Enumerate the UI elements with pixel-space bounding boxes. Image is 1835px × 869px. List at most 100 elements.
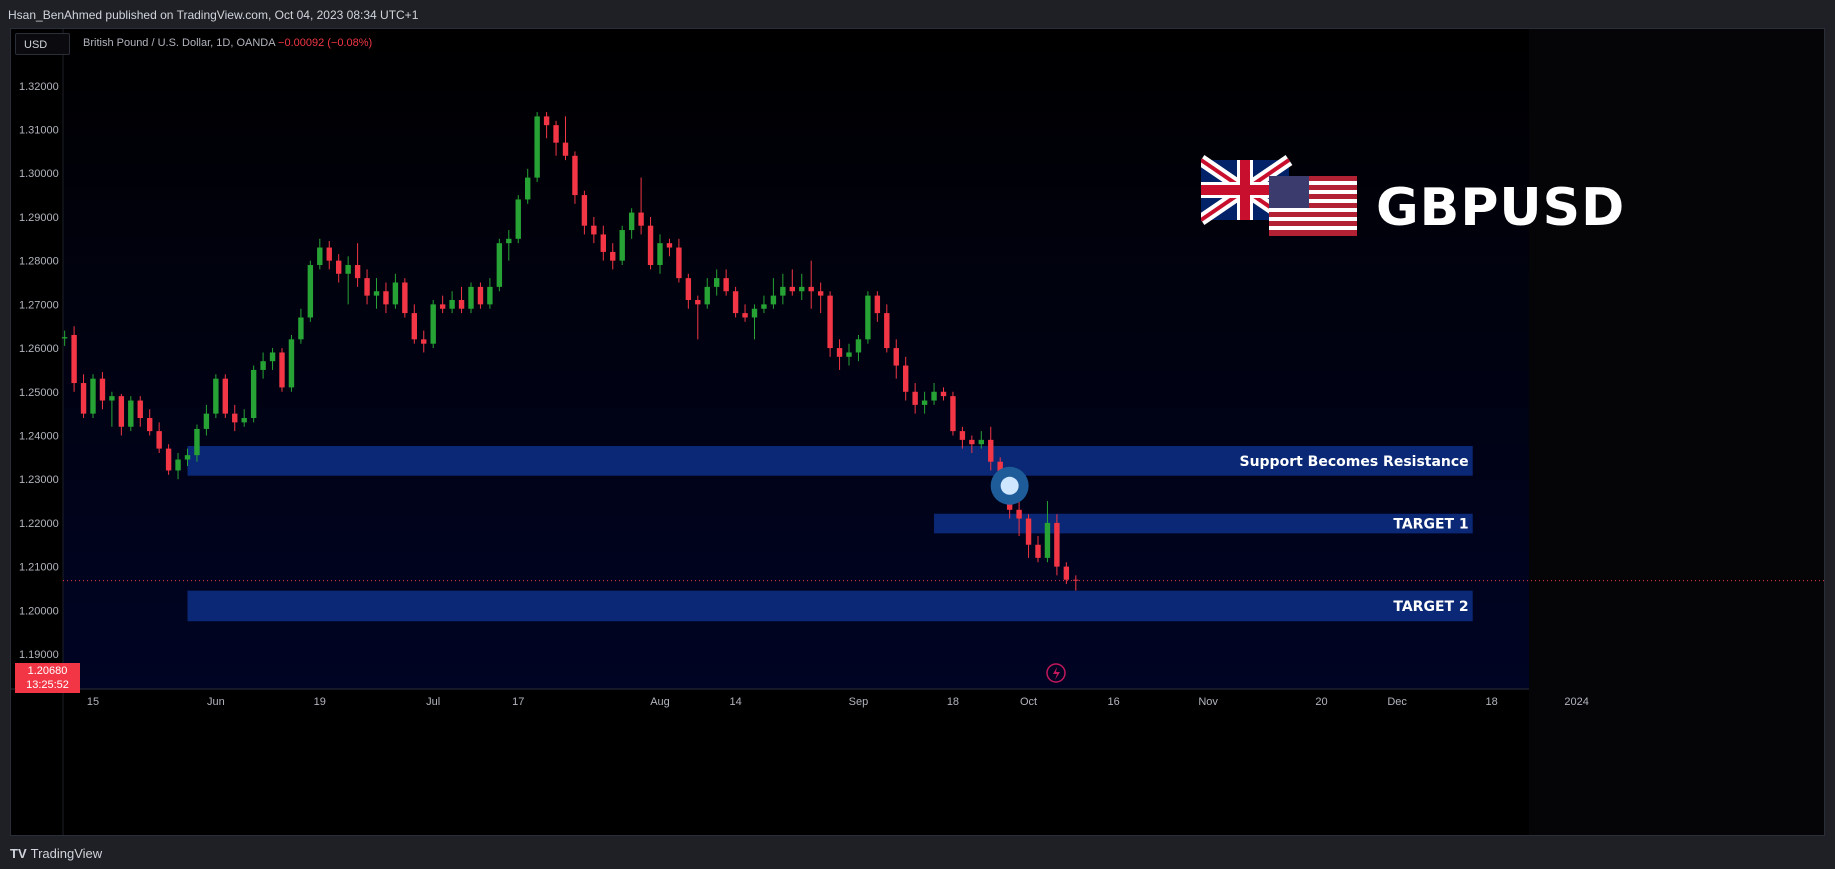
- candle-body-down: [610, 251, 616, 261]
- candle-body-up: [109, 396, 115, 401]
- candle-body-down: [808, 286, 814, 292]
- x-tick-label: 15: [87, 696, 99, 708]
- brand-logo: GBPUSD: [1197, 154, 1624, 249]
- candle-body-up: [373, 291, 380, 296]
- candle-body-down: [959, 431, 966, 440]
- candle-body-up: [90, 378, 96, 414]
- symbol-description: British Pound / U.S. Dollar, 1D, OANDA: [83, 37, 275, 49]
- candle-body-down: [1025, 518, 1032, 545]
- candle-body-down: [165, 448, 172, 471]
- x-tick-label: 14: [729, 696, 741, 708]
- candle-body-up: [307, 265, 314, 318]
- candle-body-down: [1063, 566, 1070, 580]
- lightning-bolt-icon: [1053, 667, 1060, 680]
- candle-body-down: [695, 299, 701, 305]
- y-tick-label: 1.20000: [19, 605, 59, 617]
- x-tick-label: 18: [1485, 696, 1497, 708]
- candle-body-up: [298, 317, 304, 340]
- candle-body-up: [345, 265, 351, 274]
- candle-body-down: [137, 400, 143, 419]
- candle-body-up: [921, 400, 928, 405]
- candle-body-down: [789, 286, 795, 292]
- candle-body-down: [817, 291, 824, 296]
- candle-body-up: [657, 243, 663, 266]
- candle-body-down: [232, 413, 238, 423]
- candle-body-up: [506, 238, 512, 244]
- candle-body-down: [411, 313, 417, 340]
- x-tick-label: Aug: [650, 696, 670, 708]
- x-tick-label: Dec: [1387, 696, 1407, 708]
- x-tick-label: 20: [1315, 696, 1327, 708]
- tradingview-logo[interactable]: TV TradingView: [10, 846, 102, 861]
- candle-body-up: [288, 339, 295, 388]
- candle-body-down: [676, 247, 682, 279]
- candle-body-down: [543, 116, 550, 126]
- x-tick-label: 2024: [1564, 696, 1588, 708]
- y-tick-label: 1.30000: [19, 168, 59, 180]
- candle-body-down: [477, 286, 484, 305]
- candle-body-down: [638, 212, 644, 226]
- candle-body-up: [780, 286, 786, 296]
- currency-button[interactable]: USD: [15, 33, 70, 55]
- zone-label: Support Becomes Resistance: [1239, 454, 1468, 470]
- candle-body-up: [1044, 522, 1051, 558]
- chart-pane[interactable]: 1.32000 1.31000 1.30000 1.29000 1.28000 1.270…: [10, 28, 1825, 836]
- x-tick-label: Sep: [849, 696, 869, 708]
- candle-body-down: [647, 225, 654, 266]
- us-flag-icon: [1269, 176, 1357, 236]
- candle-body-up: [203, 413, 210, 429]
- candle-body-up: [213, 378, 219, 414]
- candle-body-down: [222, 378, 228, 414]
- candle-body-down: [562, 142, 569, 156]
- price-change: −0.00092 (−0.08%): [278, 37, 373, 49]
- candle-body-up: [184, 455, 191, 460]
- candle-body-down: [364, 278, 370, 296]
- candle-body-down: [279, 352, 285, 388]
- candle-body-down: [439, 304, 446, 309]
- candle-body-up: [846, 352, 852, 357]
- candle-body-down: [591, 225, 597, 235]
- candle-body-down: [884, 313, 890, 349]
- y-tick-label: 1.29000: [19, 212, 59, 224]
- symbol-legend: British Pound / U.S. Dollar, 1D, OANDA −…: [83, 37, 372, 49]
- brand-ticker: GBPUSD: [1376, 178, 1626, 238]
- candle-body-up: [761, 304, 767, 309]
- candle-body-up: [714, 278, 720, 287]
- candlestick-chart[interactable]: 1.32000 1.31000 1.30000 1.29000 1.28000 1.270…: [11, 29, 1824, 835]
- y-tick-label: 1.22000: [19, 518, 59, 530]
- candle-body-down: [553, 125, 559, 143]
- candle-body-down: [1016, 509, 1022, 519]
- candle-body-up: [978, 439, 984, 445]
- candle-body-up: [770, 295, 777, 305]
- candle-body-down: [666, 243, 673, 248]
- y-tick-label: 1.25000: [19, 387, 59, 399]
- candle-body-up: [751, 308, 758, 318]
- candle-body-up: [496, 243, 503, 287]
- candle-body-up: [61, 337, 68, 339]
- candle-body-up: [855, 339, 862, 353]
- x-tick-label: 18: [947, 696, 959, 708]
- y-tick-label: 1.24000: [19, 430, 59, 442]
- flags-icon: [1197, 155, 1357, 236]
- zone-rect: [934, 513, 1473, 534]
- x-tick-label: Oct: [1020, 696, 1037, 708]
- x-tick-label: Nov: [1198, 696, 1218, 708]
- candle-body-down: [940, 391, 947, 397]
- candle-body-down: [969, 439, 975, 445]
- zone-label: TARGET 1: [1393, 517, 1468, 533]
- candle-body-down: [99, 378, 106, 401]
- candle-body-up: [194, 428, 200, 456]
- candle-body-up: [628, 212, 635, 231]
- candle-body-down: [600, 234, 606, 252]
- candle-body-down: [581, 195, 588, 226]
- last-price-value: 1.20680: [27, 665, 68, 677]
- candle-body-up: [175, 459, 181, 471]
- tv-logo-icon: TV: [10, 846, 27, 861]
- candle-body-down: [71, 334, 77, 384]
- candle-body-up: [487, 286, 493, 305]
- y-tick-label: 1.27000: [19, 299, 59, 311]
- candle-body-down: [1054, 522, 1060, 567]
- candle-body-down: [458, 299, 465, 309]
- zone-rect: [187, 590, 1473, 622]
- candle-body-down: [874, 295, 881, 314]
